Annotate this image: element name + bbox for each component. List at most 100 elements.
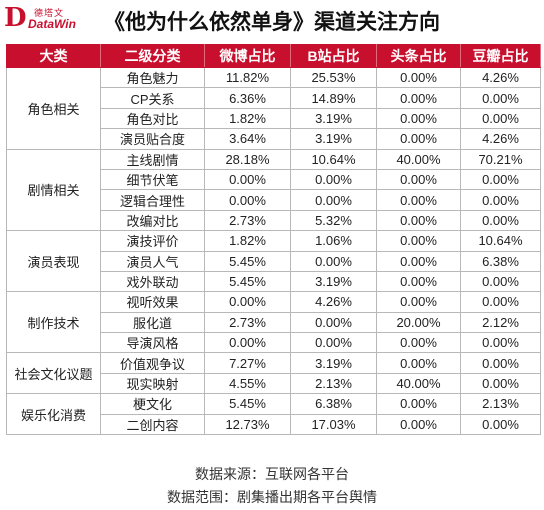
toutiao-share-cell: 0.00% [376,107,461,130]
channel-focus-table: 大类 二级分类 微博占比 B站占比 头条占比 豆瓣占比 角色相关 角色魅力 11.82% 25.… [6,44,541,436]
subcategory-cell: 导演风格 [100,332,205,354]
category-cell: 娱乐化消费 [6,393,101,436]
subcategory-cell: 演技评价 [100,230,205,252]
table-header-row: 大类 二级分类 微博占比 B站占比 头条占比 豆瓣占比 [6,44,541,68]
weibo-share-cell: 0.00% [204,189,291,211]
weibo-share-cell: 5.45% [204,270,291,293]
bilibili-share-cell: 17.03% [290,413,377,436]
weibo-share-cell: 5.45% [204,250,291,272]
weibo-share-cell: 1.82% [204,230,291,252]
douban-share-cell: 0.00% [460,270,541,293]
bilibili-share-cell: 2.13% [290,372,377,395]
category-cell: 社会文化议题 [6,352,101,395]
weibo-share-cell: 4.55% [204,372,291,395]
table-row: 逻辑合理性 0.00% 0.00% 0.00% 0.00% [7,189,541,211]
douban-share-cell: 2.12% [460,311,541,334]
subcategory-cell: 改编对比 [100,209,205,232]
weibo-share-cell: 3.64% [204,128,291,150]
toutiao-share-cell: 0.00% [376,250,461,272]
bilibili-share-cell: 14.89% [290,87,377,109]
column-header: 大类 [6,44,101,68]
douban-share-cell: 0.00% [460,189,541,211]
subcategory-cell: 视听效果 [100,291,205,313]
weibo-share-cell: 0.00% [204,332,291,354]
bilibili-share-cell: 0.00% [290,311,377,334]
column-header: 微博占比 [204,44,291,68]
douban-share-cell: 70.21% [460,148,541,170]
category-cell: 制作技术 [6,291,101,354]
weibo-share-cell: 5.45% [204,393,291,415]
weibo-share-cell: 2.73% [204,209,291,232]
subcategory-cell: 现实映射 [100,372,205,395]
data-source-note: 数据来源：互联网各平台 [195,466,349,482]
toutiao-share-cell: 0.00% [376,209,461,232]
bilibili-share-cell: 0.00% [290,332,377,354]
weibo-share-cell: 1.82% [204,107,291,130]
toutiao-share-cell: 0.00% [376,332,461,354]
douban-share-cell: 0.00% [460,209,541,232]
toutiao-share-cell: 0.00% [376,413,461,436]
table-row: 演员表现 演技评价 1.82% 1.06% 0.00% 10.64% [6,230,541,293]
bilibili-share-cell: 0.00% [290,250,377,272]
douban-share-cell: 0.00% [460,413,541,436]
douban-share-cell: 0.00% [460,372,541,395]
weibo-share-cell: 12.73% [204,413,291,436]
toutiao-share-cell: 20.00% [376,311,461,334]
toutiao-share-cell: 0.00% [376,291,461,313]
table-row: 演员贴合度 3.64% 3.19% 0.00% 4.26% [7,128,541,150]
bilibili-share-cell: 0.00% [290,168,377,191]
table-row: 改编对比 2.73% 5.32% 0.00% 0.00% [7,209,541,232]
page-title: 《他为什么依然单身》渠道关注方向 [104,10,440,34]
table-body: 角色相关 角色魅力 11.82% 25.53% 0.00% 4.26% CP关系 6.36% 1… [6,66,541,436]
subcategory-cell: 价值观争议 [100,352,205,374]
douban-share-cell: 10.64% [460,230,541,252]
toutiao-share-cell: 0.00% [376,352,461,374]
logo-mark: D [4,3,27,33]
table-row: 角色相关 角色魅力 11.82% 25.53% 0.00% 4.26% [6,66,541,150]
subcategory-cell: 细节伏笔 [100,168,205,191]
column-header: 头条占比 [376,44,461,68]
subcategory-cell: 角色魅力 [100,66,205,89]
table-row: 剧情相关 主线剧情 28.18% 10.64% 40.00% 70.21% [6,148,541,232]
douban-share-cell: 2.13% [460,393,541,415]
bilibili-share-cell: 10.64% [290,148,377,170]
table-row: 细节伏笔 0.00% 0.00% 0.00% 0.00% [7,168,541,191]
bilibili-share-cell: 5.32% [290,209,377,232]
column-header: B站占比 [290,44,377,68]
logo-cn-text: 德塔文 [34,8,65,18]
table-row: 演员人气 5.45% 0.00% 0.00% 6.38% [7,250,541,272]
toutiao-share-cell: 0.00% [376,66,461,89]
subcategory-cell: 逻辑合理性 [100,189,205,211]
weibo-share-cell: 6.36% [204,87,291,109]
bilibili-share-cell: 0.00% [290,189,377,211]
bilibili-share-cell: 25.53% [290,66,377,89]
bilibili-share-cell: 3.19% [290,128,377,150]
weibo-share-cell: 2.73% [204,311,291,334]
subcategory-cell: 演员人气 [100,250,205,272]
bilibili-share-cell: 1.06% [290,230,377,252]
douban-share-cell: 0.00% [460,107,541,130]
toutiao-share-cell: 0.00% [376,189,461,211]
douban-share-cell: 4.26% [460,66,541,89]
douban-share-cell: 0.00% [460,352,541,374]
table-row: 娱乐化消费 梗文化 5.45% 6.38% 0.00% 2.13% [6,393,541,436]
weibo-share-cell: 0.00% [204,291,291,313]
bilibili-share-cell: 3.19% [290,107,377,130]
bilibili-share-cell: 3.19% [290,270,377,293]
douban-share-cell: 6.38% [460,250,541,272]
subcategory-cell: 角色对比 [100,107,205,130]
subcategory-cell: 二创内容 [100,413,205,436]
subcategory-cell: 梗文化 [100,393,205,415]
subcategory-cell: 演员贴合度 [100,128,205,150]
toutiao-share-cell: 0.00% [376,393,461,415]
bilibili-share-cell: 3.19% [290,352,377,374]
datawin-logo: D 德塔文 DataWin [4,4,86,36]
category-cell: 角色相关 [6,67,101,150]
toutiao-share-cell: 0.00% [376,87,461,109]
category-cell: 演员表现 [6,230,101,293]
table-row: 制作技术 视听效果 0.00% 4.26% 0.00% 0.00% [6,291,541,354]
toutiao-share-cell: 40.00% [376,372,461,395]
weibo-share-cell: 7.27% [204,352,291,374]
table-row: 服化道 2.73% 0.00% 20.00% 2.12% [7,311,541,334]
douban-share-cell: 0.00% [460,332,541,354]
